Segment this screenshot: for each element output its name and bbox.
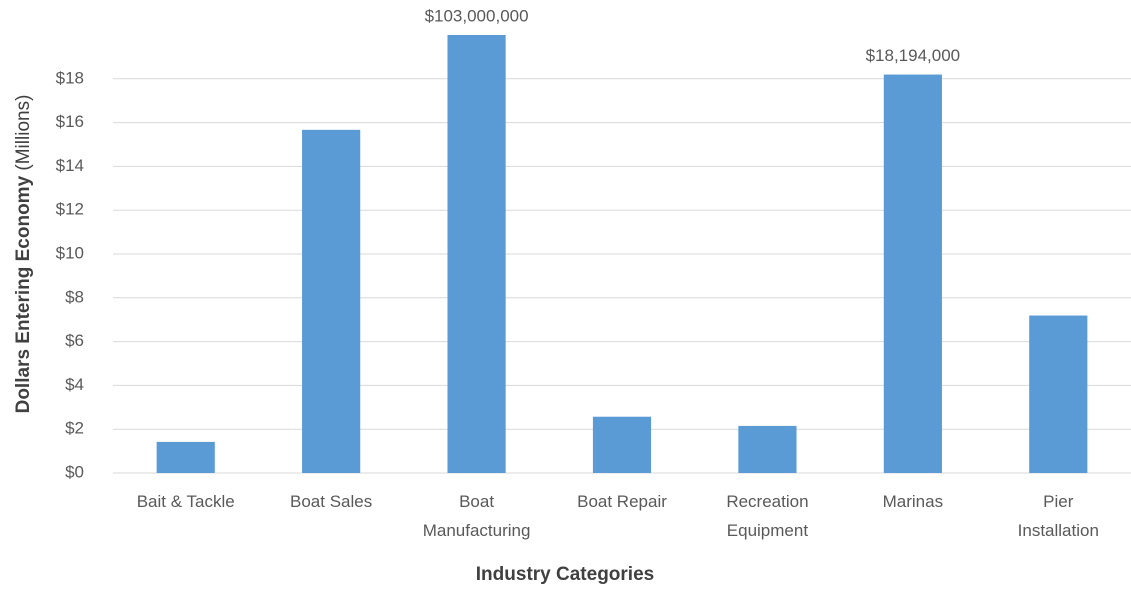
x-tick-label-line: Equipment — [727, 521, 809, 540]
bar — [738, 425, 797, 473]
x-tick-label: Bait & Tackle — [137, 492, 235, 511]
value-label: $103,000,000 — [425, 6, 529, 25]
x-tick-label-line: Bait & Tackle — [137, 492, 235, 511]
x-tick-label: Boat Manufacturing — [423, 492, 531, 540]
bar — [883, 74, 942, 474]
value-label: $18,194,000 — [866, 46, 961, 65]
x-tick-label-line: Installation — [1018, 521, 1099, 540]
x-tick-label-line: Boat Repair — [577, 492, 667, 511]
y-tick-label: $2 — [65, 419, 84, 438]
x-tick-label-line: Recreation — [726, 492, 808, 511]
x-tick-label: Pier Installation — [1018, 492, 1099, 540]
plot-area — [156, 35, 1088, 474]
y-tick-label: $14 — [56, 156, 84, 175]
y-tick-label: $6 — [65, 331, 84, 350]
bar — [1029, 315, 1088, 473]
x-tick-label: Marinas — [883, 492, 943, 511]
y-axis-label-main: Dollars Entering Economy — [13, 175, 34, 413]
bar — [302, 129, 361, 473]
y-tick-label: $10 — [56, 243, 84, 262]
x-tick-label-line: Manufacturing — [423, 521, 531, 540]
y-tick-label: $4 — [65, 375, 84, 394]
x-tick-label: Recreation Equipment — [726, 492, 808, 540]
bar — [156, 441, 215, 473]
x-tick-label: Boat Repair — [577, 492, 667, 511]
y-tick-label: $18 — [56, 68, 84, 87]
y-tick-label: $16 — [56, 112, 84, 131]
bar — [447, 35, 506, 473]
x-tick-label-line: Boat Sales — [290, 492, 372, 511]
y-tick-label: $0 — [65, 462, 84, 481]
bar — [592, 416, 652, 473]
x-tick-label-line: Pier — [1043, 492, 1074, 511]
y-tick-label: $12 — [56, 200, 84, 219]
y-tick-label: $8 — [65, 287, 84, 306]
x-axis-label: Industry Categories — [476, 564, 654, 585]
x-tick-label-line: Boat — [459, 492, 494, 511]
x-tick-label: Boat Sales — [290, 492, 372, 511]
y-axis-label: Dollars Entering Economy (Millions) — [13, 95, 34, 414]
y-axis-label-unit: (Millions) — [13, 95, 34, 171]
x-tick-label-line: Marinas — [883, 492, 943, 511]
